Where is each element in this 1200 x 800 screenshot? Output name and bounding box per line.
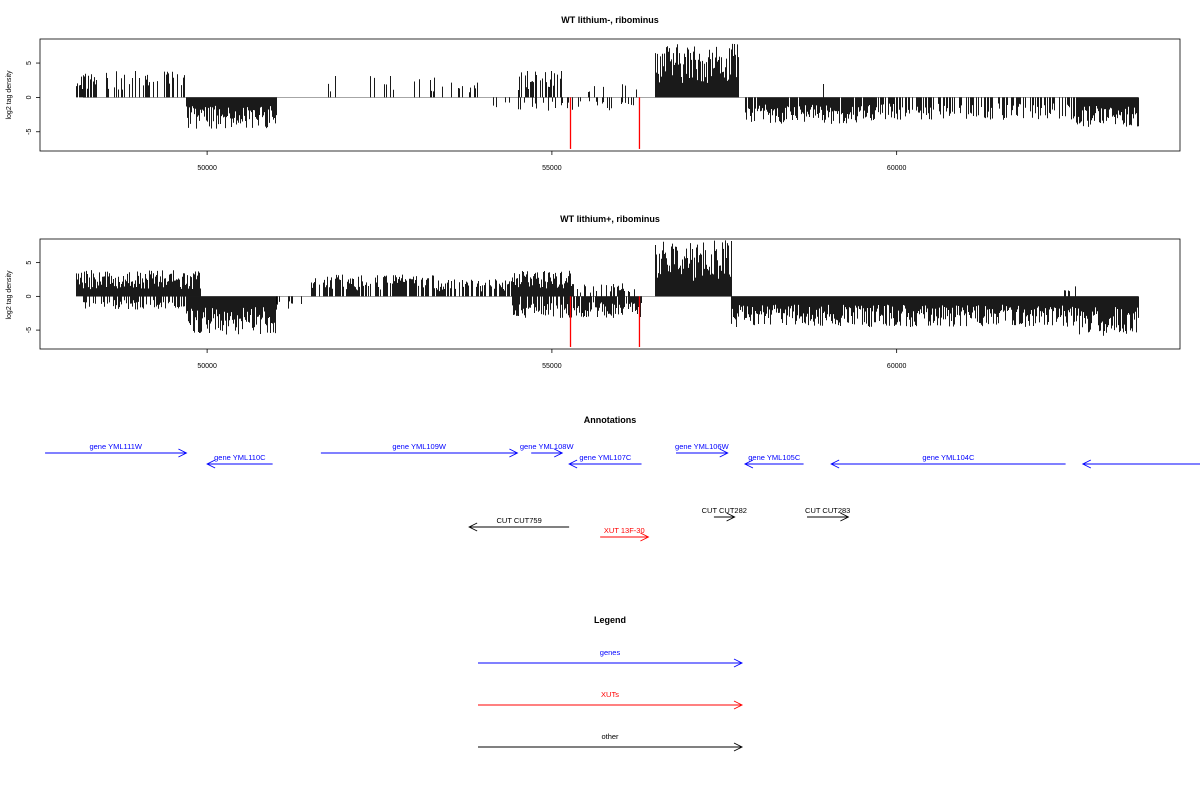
x-tick-label: 55000 (542, 363, 562, 370)
legend-item: genes (478, 648, 744, 668)
feature-label: gene YML105C (748, 453, 801, 462)
feature-label: gene YML108W (520, 442, 575, 451)
feature-arrow: CUT CUT282 (702, 506, 747, 522)
legend-label: genes (600, 648, 621, 657)
legend-item: XUTs (478, 690, 744, 710)
x-axis: 50000 55000 60000 (197, 349, 906, 370)
feature-arrow: gene YML108W (520, 442, 575, 458)
feature-arrow: gene YML107C (568, 453, 642, 469)
plot-frame (39, 238, 1181, 350)
feature-label: gene YML109W (392, 442, 447, 451)
y-axis: -5 0 5 (26, 61, 40, 135)
feature-label: CUT CUT759 (496, 516, 541, 525)
legend-items: genes XUTs other (478, 648, 744, 752)
annotation-title: Annotations (584, 415, 637, 425)
x-tick-label: 60000 (887, 363, 907, 370)
feature-label: gene YML106W (675, 442, 730, 451)
feature-label: CUT CUT283 (805, 506, 850, 515)
feature-label: gene YML111W (89, 442, 142, 451)
feature-arrow: gene YML104C (830, 453, 1066, 469)
density-bars (76, 43, 1139, 129)
feature-list: gene YML111W gene YML110C gene YML109W gene… (45, 442, 1200, 542)
y-axis-label: log2 tag density (6, 270, 13, 320)
x-axis: 50000 55000 60000 (197, 151, 906, 172)
feature-label: CUT CUT282 (702, 506, 747, 515)
x-tick-label: 50000 (197, 165, 217, 172)
legend: Legend genes XUTs other (478, 615, 744, 752)
x-tick-label: 55000 (542, 165, 562, 172)
y-axis-label: log2 tag density (6, 70, 13, 120)
y-tick-label: -5 (26, 129, 33, 135)
feature-label: XUT 13F-30 (604, 526, 645, 535)
feature-arrow: CUT CUT283 (805, 506, 850, 522)
track-panel-lithium-minus: WT lithium-, ribominus log2 tag density … (6, 15, 1181, 172)
feature-arrow: gene YML110C (206, 453, 273, 469)
feature-arrow: gene YML109W (320, 442, 519, 458)
legend-label: XUTs (601, 690, 619, 699)
feature-arrow: gene YML111W (45, 442, 188, 458)
feature-arrow (1081, 459, 1200, 469)
track-title: WT lithium-, ribominus (561, 15, 659, 25)
track-panel-lithium-plus: WT lithium+, ribominus log2 tag density … (6, 214, 1181, 370)
feature-arrow: CUT CUT759 (468, 516, 570, 532)
highlight-lines (569, 296, 641, 347)
y-tick-label: 0 (26, 294, 33, 298)
feature-label: gene YML110C (214, 453, 266, 462)
y-tick-label: -5 (26, 327, 33, 333)
feature-arrow: gene YML106W (675, 442, 730, 458)
y-tick-label: 5 (26, 61, 33, 65)
feature-label: gene YML107C (579, 453, 632, 462)
plot-frame (39, 38, 1181, 152)
legend-title: Legend (594, 615, 626, 625)
highlight-lines (569, 97, 641, 149)
feature-arrow: gene YML105C (743, 453, 804, 469)
feature-label: gene YML104C (922, 453, 975, 462)
density-bars (76, 240, 1139, 336)
legend-label: other (601, 732, 619, 741)
y-axis: -5 0 5 (26, 261, 40, 333)
x-tick-label: 50000 (197, 363, 217, 370)
x-tick-label: 60000 (887, 165, 907, 172)
feature-arrow: XUT 13F-30 (600, 526, 650, 542)
track-title: WT lithium+, ribominus (560, 214, 660, 224)
legend-item: other (478, 732, 744, 752)
y-tick-label: 5 (26, 261, 33, 265)
y-tick-label: 0 (26, 95, 33, 99)
